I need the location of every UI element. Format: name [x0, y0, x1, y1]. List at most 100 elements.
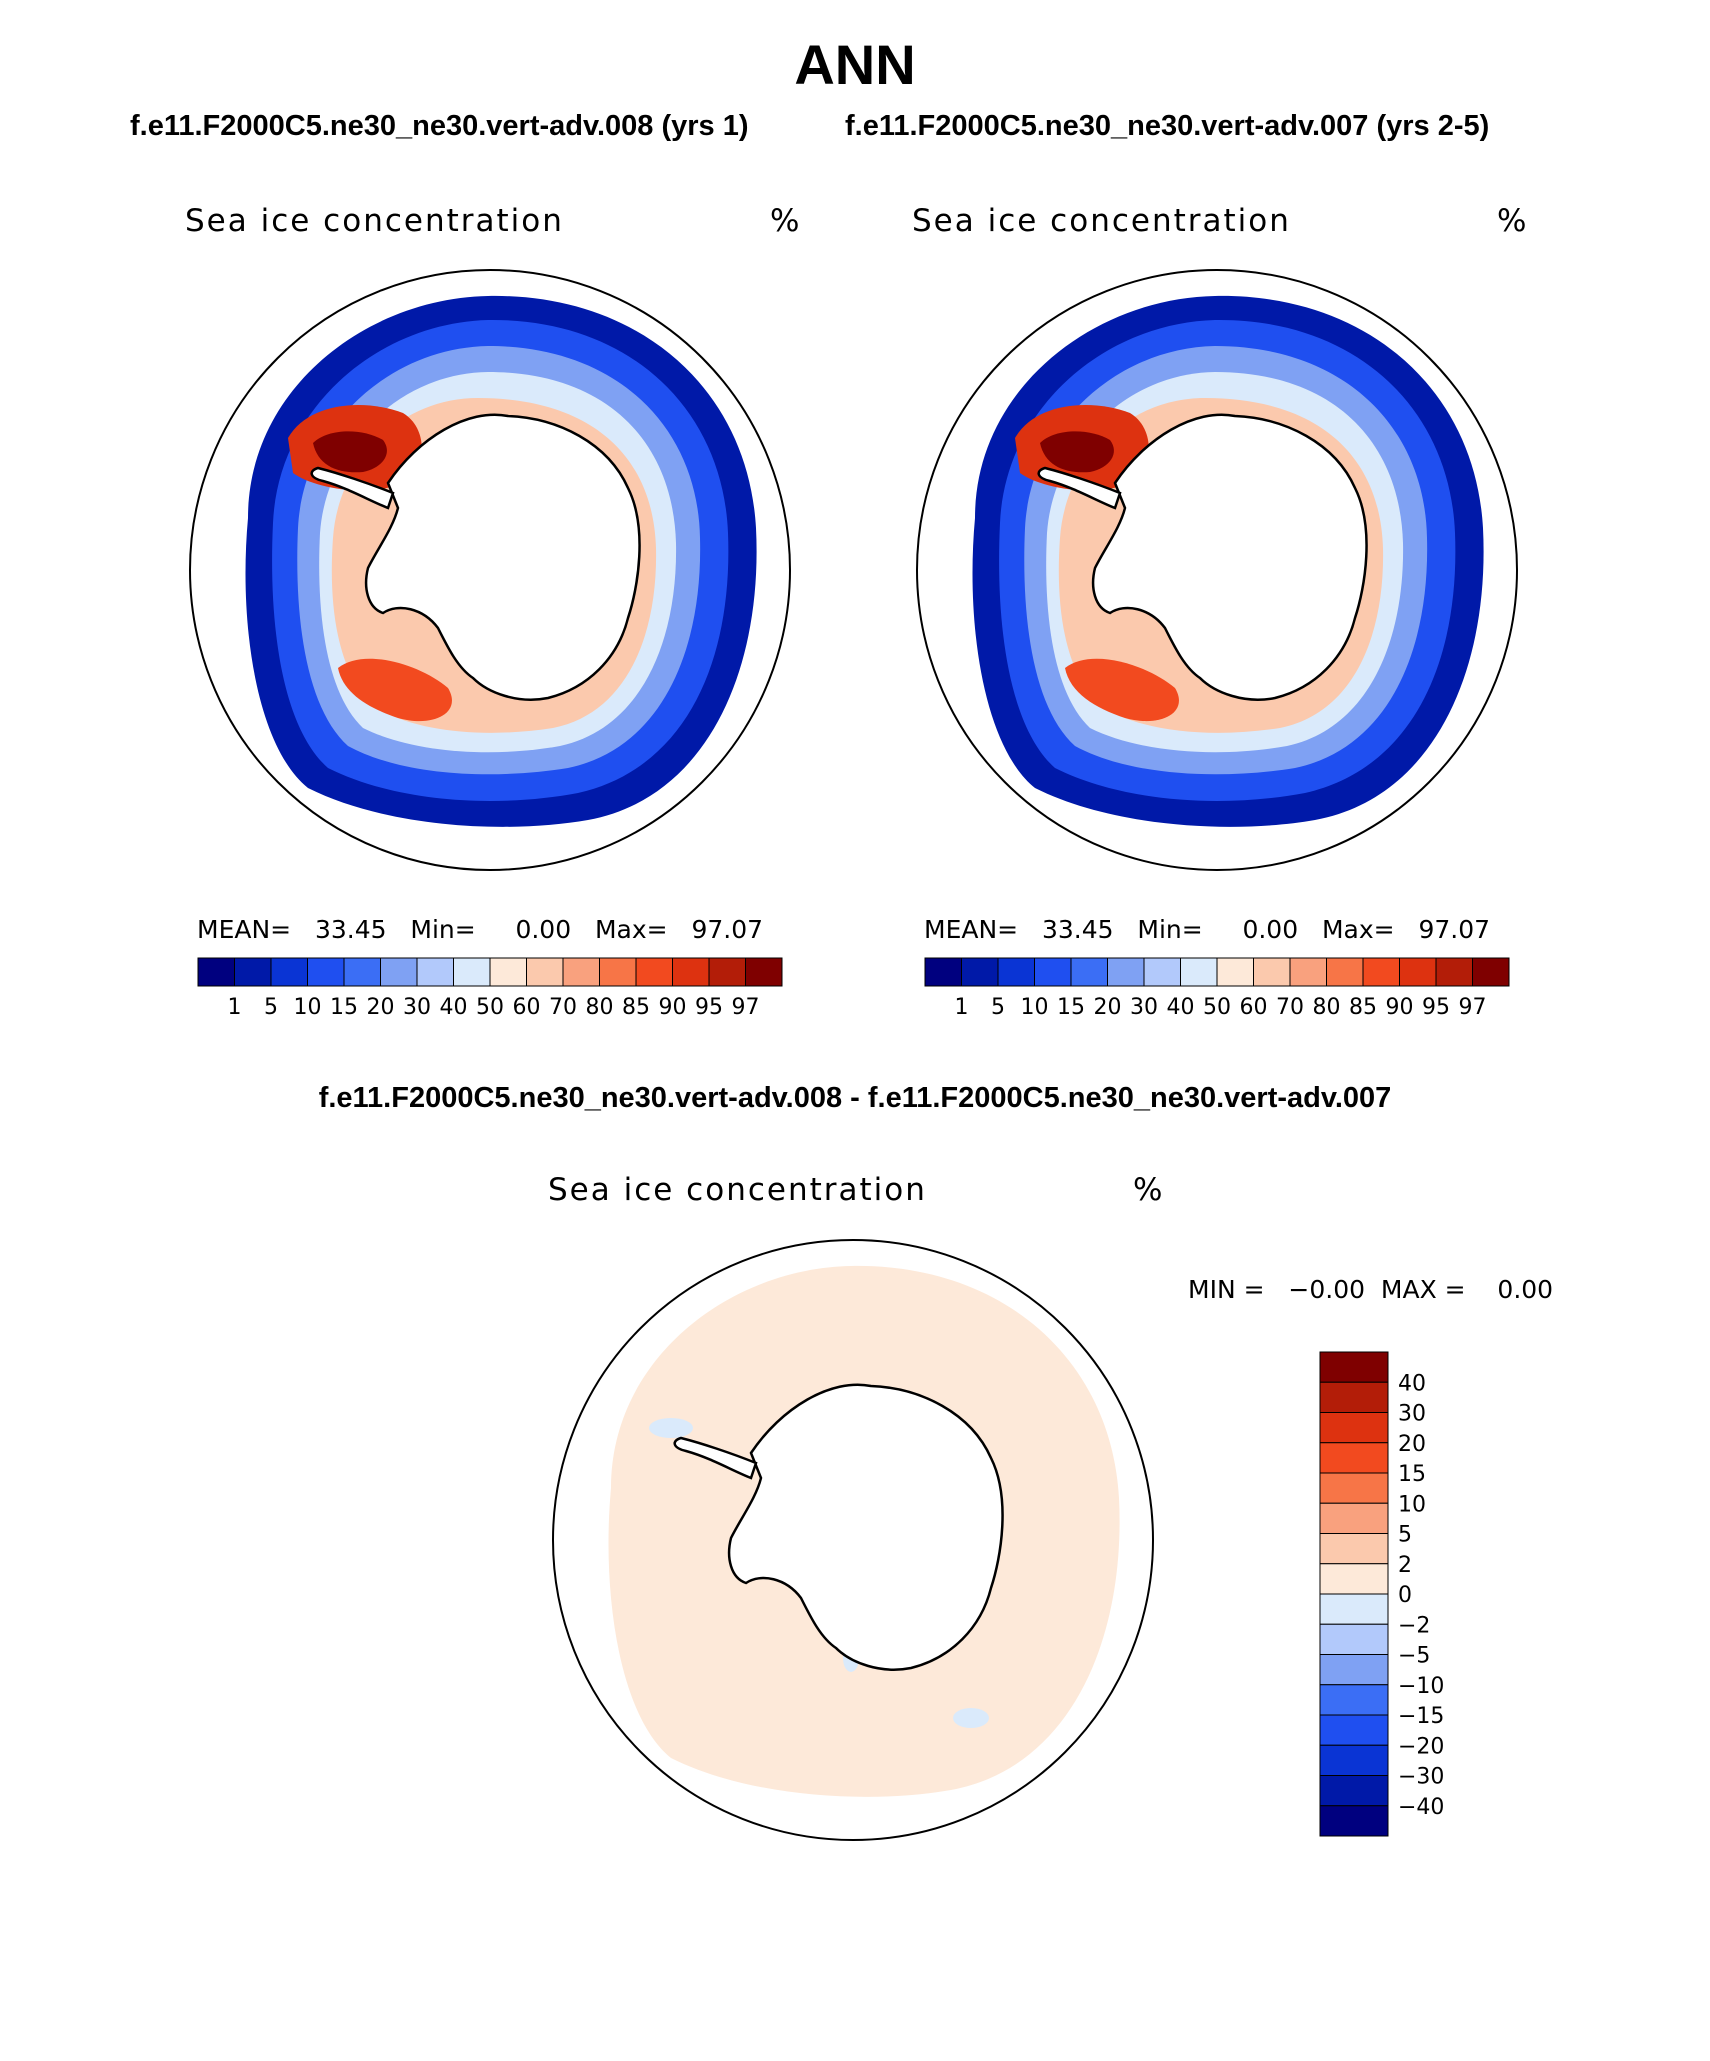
mean-label: MEAN=: [924, 915, 1019, 944]
ross-max: [338, 658, 452, 722]
colorbar-swatch: [1319, 1593, 1389, 1625]
min-value: 0.00: [515, 915, 572, 944]
max-label: MAX =: [1380, 1275, 1466, 1304]
colorbar-swatch: [1180, 957, 1218, 987]
colorbar-tick-label: −2: [1398, 1613, 1430, 1638]
colorbar-tick-label: 2: [1398, 1553, 1412, 1578]
map-panel-diff: [552, 1239, 1154, 1841]
colorbar-swatch: [1143, 957, 1181, 987]
colorbar-swatch: [1319, 1563, 1389, 1595]
colorbar-tick-label: −40: [1398, 1795, 1444, 1820]
colorbar-tick-label: −15: [1398, 1704, 1444, 1729]
colorbar-tick-label: 20: [1094, 995, 1122, 1020]
colorbar-swatch: [1319, 1533, 1389, 1565]
colorbar-swatch: [1319, 1684, 1389, 1716]
panel2-stats: MEAN= 33.45 Min= 0.00 Max= 97.07: [924, 915, 1490, 944]
colorbar-swatch: [1319, 1744, 1389, 1776]
diff-title: f.e11.F2000C5.ne30_ne30.vert-adv.008 - f…: [318, 1082, 1392, 1114]
colorbar-tick-label: 85: [1349, 995, 1377, 1020]
colorbar-tick-label: 97: [1459, 995, 1487, 1020]
colorbar-swatch: [708, 957, 746, 987]
max-value: 97.07: [1418, 915, 1491, 944]
subtitle-left: f.e11.F2000C5.ne30_ne30.vert-adv.008 (yr…: [130, 110, 749, 142]
colorbar-swatch: [961, 957, 999, 987]
colorbar-tick-label: −20: [1398, 1734, 1444, 1759]
colorbar-tick-label: 10: [1021, 995, 1049, 1020]
colorbar-swatch: [416, 957, 454, 987]
mean-value: 33.45: [1041, 915, 1114, 944]
colorbar-swatch: [1319, 1442, 1389, 1474]
max-value: 97.07: [691, 915, 764, 944]
min-label: Min=: [1137, 915, 1203, 944]
colorbar-swatch: [635, 957, 673, 987]
diff-units: %: [1133, 1172, 1165, 1208]
colorbar-swatch: [1107, 957, 1145, 987]
min-label: Min=: [410, 915, 476, 944]
colorbar-swatch: [672, 957, 710, 987]
min-label: MIN =: [1188, 1275, 1265, 1304]
colorbar-tick-label: 85: [622, 995, 650, 1020]
colorbar-swatch: [562, 957, 600, 987]
colorbar-tick-label: 5: [991, 995, 1005, 1020]
colorbar-tick-label: −5: [1398, 1644, 1430, 1669]
colorbar-tick-label: 10: [1398, 1492, 1426, 1517]
colorbar-swatch: [1399, 957, 1437, 987]
colorbar-tick-label: 5: [1398, 1523, 1412, 1548]
colorbar-swatch: [1362, 957, 1400, 987]
colorbar-tick-label: 30: [1130, 995, 1158, 1020]
colorbar-swatch: [307, 957, 345, 987]
colorbar-swatch: [1326, 957, 1364, 987]
colorbar-tick-label: −30: [1398, 1765, 1444, 1790]
colorbar-tick-label: 80: [1313, 995, 1341, 1020]
colorbar-tick-label: 1: [228, 995, 242, 1020]
colorbar-swatch: [343, 957, 381, 987]
colorbar-swatch: [745, 957, 783, 987]
colorbar-swatch: [1319, 1714, 1389, 1746]
colorbar-swatch: [1319, 1502, 1389, 1534]
map-panel-1: [189, 269, 791, 871]
panel1-stats: MEAN= 33.45 Min= 0.00 Max= 97.07: [197, 915, 763, 944]
colorbar-swatch: [1319, 1351, 1389, 1383]
colorbar-tick-label: 90: [1386, 995, 1414, 1020]
colorbar-tick-label: 95: [695, 995, 723, 1020]
colorbar-panel-2: 1 5 10 15 20 30 40 50 60 70 80 85 90 95 97: [924, 957, 1510, 1020]
map-panel-2: [916, 269, 1518, 871]
colorbar-tick-label: 60: [1240, 995, 1268, 1020]
colorbar-tick-label: 95: [1422, 995, 1450, 1020]
panel1-field-label: Sea ice concentration: [185, 203, 564, 239]
colorbar-tick-label: 50: [1203, 995, 1231, 1020]
mean-label: MEAN=: [197, 915, 292, 944]
mean-value: 33.45: [314, 915, 387, 944]
colorbar-swatch: [1435, 957, 1473, 987]
panel2-units: %: [1497, 203, 1529, 239]
colorbar-swatch: [380, 957, 418, 987]
colorbar-swatch: [1319, 1775, 1389, 1807]
colorbar-tick-label: −10: [1398, 1674, 1444, 1699]
diff-field-label: Sea ice concentration: [548, 1172, 927, 1208]
min-value: −0.00: [1288, 1275, 1366, 1304]
colorbar-tick-label: 15: [1057, 995, 1085, 1020]
colorbar-tick-label: 70: [1276, 995, 1304, 1020]
figure-title: ANN: [794, 33, 916, 96]
colorbar-swatch: [1289, 957, 1327, 987]
weddell-core: [313, 431, 387, 473]
max-label: Max=: [594, 915, 668, 944]
colorbar-swatch: [234, 957, 272, 987]
colorbar-tick-label: 30: [403, 995, 431, 1020]
colorbar-swatch: [1034, 957, 1072, 987]
colorbar-swatch: [1319, 1381, 1389, 1413]
diff-negative-patch: [953, 1708, 989, 1728]
colorbar-tick-label: 97: [732, 995, 760, 1020]
panel1-units: %: [770, 203, 802, 239]
antarctica-continent: [1091, 413, 1368, 701]
min-value: 0.00: [1242, 915, 1299, 944]
ross-max: [1065, 658, 1179, 722]
colorbar-swatch: [197, 957, 235, 987]
colorbar-swatch: [1319, 1412, 1389, 1444]
colorbar-swatch: [1319, 1654, 1389, 1686]
antarctic-peninsula: [310, 466, 395, 510]
colorbar-tick-label: 5: [264, 995, 278, 1020]
colorbar-swatch: [1253, 957, 1291, 987]
diff-negative-patch: [649, 1418, 693, 1438]
